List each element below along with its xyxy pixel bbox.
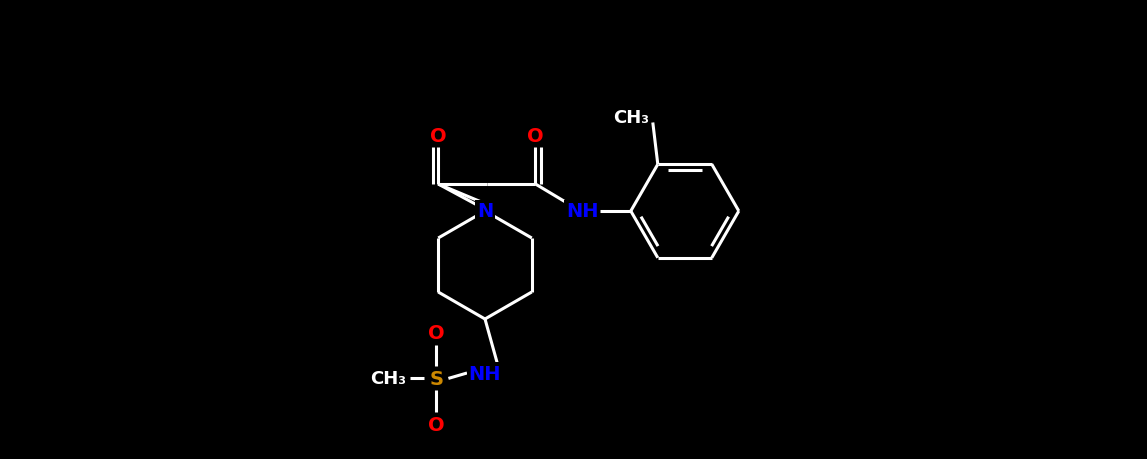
Text: CH₃: CH₃ <box>612 109 649 127</box>
Text: O: O <box>428 323 445 342</box>
Text: O: O <box>430 127 446 146</box>
Text: CH₃: CH₃ <box>369 369 406 387</box>
Text: O: O <box>528 127 544 146</box>
Text: NH: NH <box>469 364 501 383</box>
Text: NH: NH <box>565 202 599 221</box>
Text: O: O <box>428 415 445 434</box>
Text: N: N <box>477 202 493 221</box>
Text: S: S <box>429 369 444 388</box>
